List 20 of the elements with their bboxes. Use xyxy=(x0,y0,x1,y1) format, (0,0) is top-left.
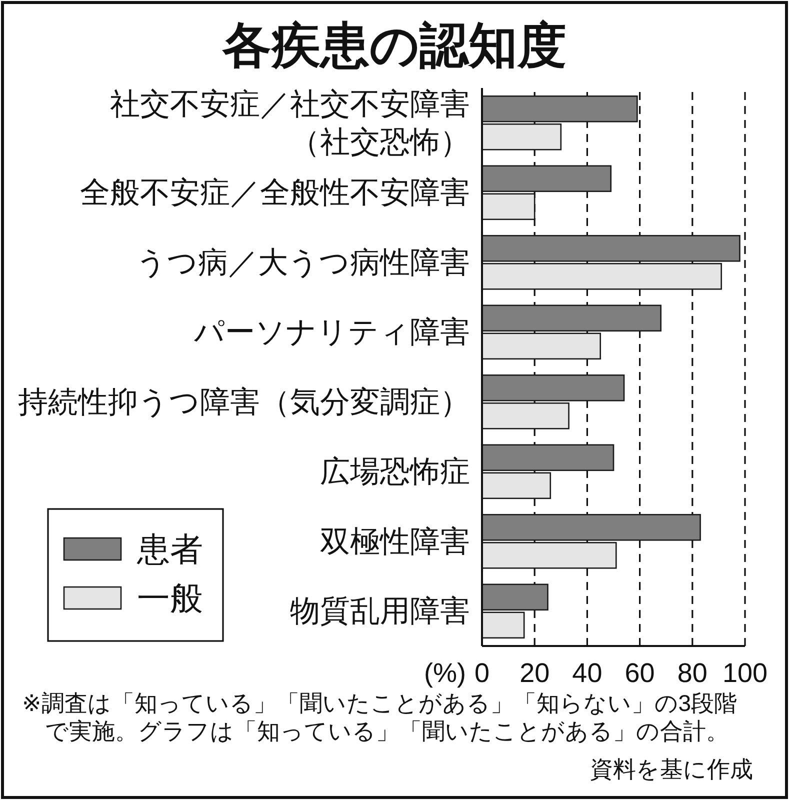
legend-label: 患者 xyxy=(136,530,203,568)
legend-label: 一般 xyxy=(137,580,203,616)
y-tick-label: パーソナリティ障害 xyxy=(193,316,470,349)
y-tick-label: うつ病／大うつ病性障害 xyxy=(136,246,470,279)
x-tick-label: 80 xyxy=(677,658,708,688)
y-tick-label: 双極性障害 xyxy=(320,524,470,558)
text: 資料を基に作成 xyxy=(589,755,754,783)
y-tick-label: 持続性抑うつ障害（気分変調症） xyxy=(18,385,470,418)
x-axis-title: (%) xyxy=(424,658,466,688)
chart-title: 各疾患の認知度 xyxy=(222,19,566,73)
y-tick-label: 広場恐怖症 xyxy=(320,455,470,488)
y-tick-label: 全般不安症／全般性不安障害 xyxy=(80,176,470,210)
y-tick-label: 社交不安症／社交不安障害（社交恐怖） xyxy=(110,87,470,158)
text: ※調査は「知っている」「聞いたことがある」「知らない」の3段階で実施。グラフは「知っている」「聞いたことがある」の合計。 xyxy=(22,689,738,745)
x-tick-label: 0 xyxy=(474,658,490,688)
y-tick-label: 物質乱用障害 xyxy=(290,594,470,628)
x-tick-label: 20 xyxy=(520,658,550,688)
x-tick-label: 60 xyxy=(624,658,655,688)
x-tick-label: 40 xyxy=(572,658,602,688)
x-tick-label: 100 xyxy=(722,658,768,688)
